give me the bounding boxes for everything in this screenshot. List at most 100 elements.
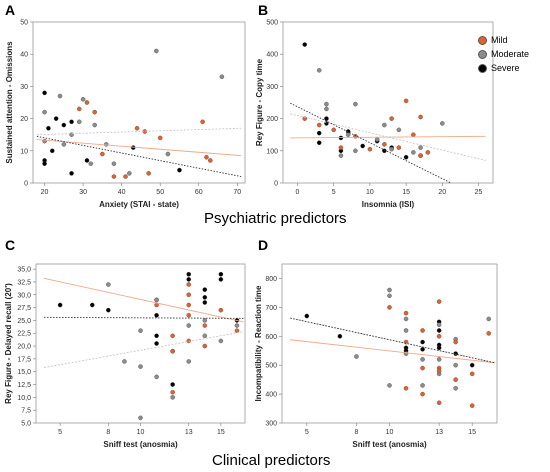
data-point-mild: [403, 386, 409, 391]
data-point-mild: [186, 292, 192, 298]
x-tick-label: 10: [137, 429, 145, 436]
data-point-mild: [202, 323, 208, 328]
data-point-severe: [436, 345, 442, 351]
data-point-mild: [123, 174, 128, 179]
y-tick-label: 300: [265, 421, 277, 428]
x-tick-label: 15: [402, 189, 410, 196]
data-point-severe: [403, 154, 409, 160]
y-axis-title: Rey Figure - Delayed recall (20'): [4, 283, 13, 404]
x-tick-label: 5: [305, 429, 309, 436]
data-point-mild: [396, 145, 402, 150]
data-point-mild: [100, 151, 105, 157]
y-tick-label: 400: [265, 392, 277, 399]
x-tick-label: 50: [156, 189, 164, 196]
legend-label-mild: Mild: [491, 35, 508, 45]
data-point-mild: [92, 109, 97, 115]
data-point-moderate: [103, 142, 109, 147]
x-tick-label: 40: [118, 189, 126, 196]
data-point-severe: [154, 333, 159, 339]
data-point-moderate: [218, 338, 224, 344]
panel-letter-b: B: [258, 2, 268, 18]
data-point-moderate: [127, 171, 132, 176]
x-tick-label: 15: [217, 429, 225, 436]
data-point-mild: [208, 158, 213, 163]
y-tick-label: 30,0: [17, 292, 31, 299]
y-tick-label: 600: [265, 334, 277, 341]
data-point-moderate: [324, 106, 329, 112]
y-tick-label: 400: [266, 52, 278, 59]
data-point-moderate: [345, 132, 351, 137]
data-point-moderate: [411, 150, 416, 155]
data-point-severe: [360, 143, 365, 149]
data-point-mild: [469, 403, 475, 408]
data-point-severe: [337, 333, 343, 339]
fit-line-severe: [290, 317, 496, 364]
data-point-mild: [453, 377, 458, 382]
x-axis-title: Sniff test (anosmia): [352, 440, 427, 449]
x-axis-title: Anxiety (STAI - state): [99, 200, 179, 209]
y-tick-label: 200: [266, 116, 278, 123]
data-point-mild: [204, 154, 209, 160]
fit-line-mild: [290, 135, 486, 139]
data-point-moderate: [420, 357, 425, 362]
y-axis-title: Rey Figure - Copy time: [255, 58, 264, 146]
data-point-moderate: [387, 287, 392, 293]
y-tick-label: 27,5: [17, 305, 31, 312]
data-point-moderate: [486, 316, 492, 322]
data-point-severe: [304, 313, 310, 319]
section-title-psychiatric: Psychiatric predictors: [204, 210, 347, 227]
data-point-moderate: [389, 146, 394, 152]
data-point-severe: [177, 167, 182, 173]
y-tick-label: 100: [266, 148, 278, 155]
data-point-moderate: [436, 322, 442, 327]
fit-line-mild: [43, 277, 244, 323]
data-point-moderate: [92, 122, 97, 128]
legend-item-mild: Mild: [478, 33, 529, 47]
data-point-moderate: [138, 328, 143, 333]
legend-swatch-mild: [478, 35, 487, 45]
data-point-moderate: [403, 351, 409, 356]
data-point-severe: [469, 362, 475, 368]
fit-line-severe: [44, 316, 244, 319]
data-point-severe: [324, 116, 329, 121]
data-point-severe: [218, 277, 224, 282]
data-point-severe: [316, 140, 322, 146]
legend-swatch-severe: [478, 63, 487, 73]
panel-letter-d: D: [258, 237, 268, 253]
data-point-severe: [42, 161, 47, 166]
section-title-clinical: Clinical predictors: [212, 452, 331, 469]
data-point-severe: [49, 148, 55, 154]
data-point-severe: [61, 122, 67, 128]
fit-line-moderate: [43, 331, 244, 369]
y-tick-label: 300: [266, 84, 278, 91]
y-tick-label: 800: [265, 276, 277, 283]
data-point-moderate: [61, 142, 67, 147]
data-point-moderate: [420, 383, 425, 388]
data-point-mild: [170, 389, 175, 395]
scatter-panel-a: 20 30 40 50 60 70 0 10 20 30 40 50 Anxiety (STAI - s…: [5, 2, 246, 209]
data-point-moderate: [453, 362, 458, 368]
data-point-severe: [89, 302, 95, 308]
data-point-moderate: [354, 354, 359, 359]
plot-area: [282, 21, 494, 184]
data-point-severe: [46, 125, 51, 131]
data-point-moderate: [57, 93, 63, 99]
data-point-moderate: [170, 395, 175, 400]
y-tick-label: 10,0: [17, 395, 31, 402]
data-point-moderate: [353, 101, 358, 107]
data-point-moderate: [234, 323, 240, 328]
data-point-moderate: [202, 333, 208, 339]
data-point-severe: [302, 42, 307, 47]
x-tick-label: 10: [366, 189, 374, 196]
data-point-moderate: [403, 328, 409, 333]
data-point-mild: [436, 333, 442, 339]
legend-item-severe: Severe: [478, 61, 529, 75]
data-point-moderate: [138, 364, 143, 369]
data-point-mild: [170, 348, 175, 354]
data-point-moderate: [106, 282, 111, 287]
fit-line-moderate: [36, 127, 242, 136]
data-point-severe: [84, 158, 90, 163]
data-point-severe: [202, 287, 208, 292]
data-point-severe: [106, 307, 111, 313]
data-point-severe: [186, 277, 192, 282]
